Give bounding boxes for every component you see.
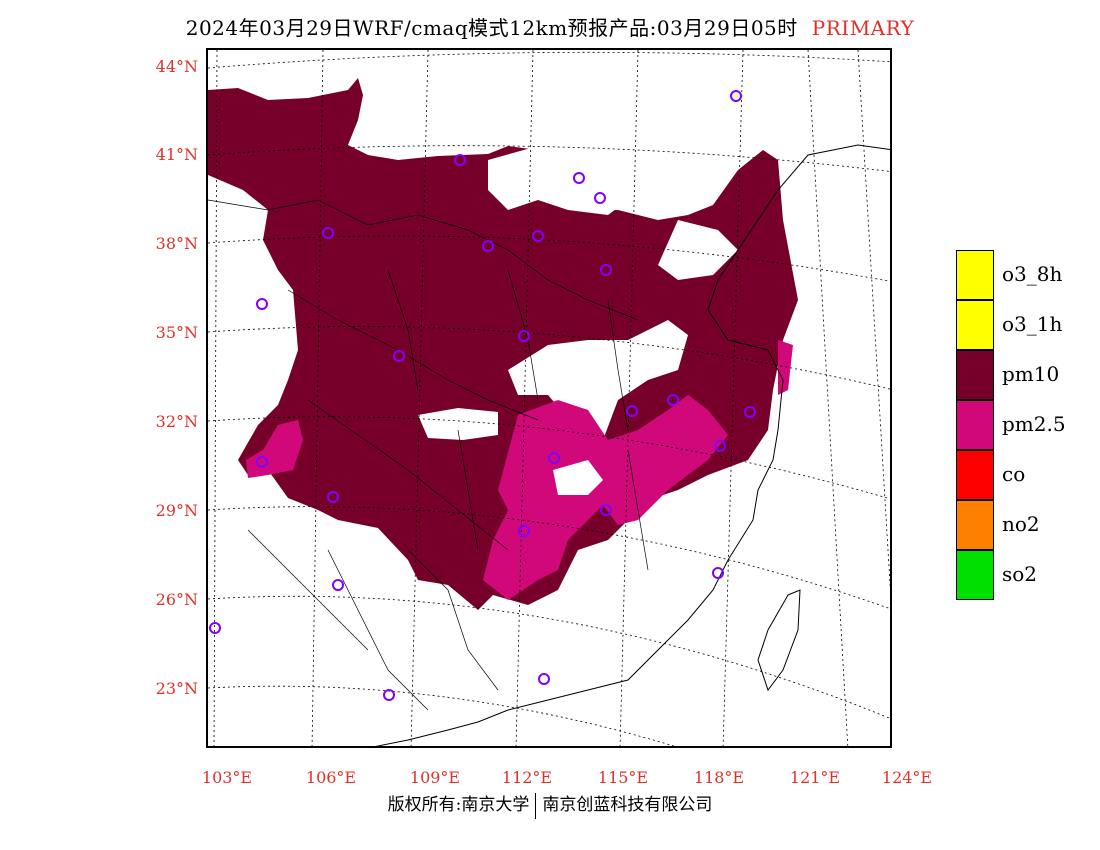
legend-swatch (956, 250, 994, 300)
legend-swatch (956, 550, 994, 600)
clear-zone-basin (418, 408, 498, 440)
lat-label-41: 41°N (155, 145, 198, 164)
copyright-footer: 版权所有:南京大学 南京创蓝科技有限公司 (0, 790, 1100, 819)
coastline (375, 144, 890, 746)
clear-zone-central (508, 320, 688, 440)
lon-label-121: 121°E (789, 768, 841, 787)
lat-label-38: 38°N (155, 234, 198, 253)
clear-zone-north (488, 146, 628, 215)
lon-label-118: 118°E (693, 768, 745, 787)
title-tag: PRIMARY (811, 16, 915, 40)
legend-swatch (956, 350, 994, 400)
lon-label-103: 103°E (201, 768, 253, 787)
legend-label: pm2.5 (1002, 412, 1066, 436)
lat-label-26: 26°N (155, 590, 198, 609)
footer-divider (535, 792, 537, 819)
lat-label-29: 29°N (155, 501, 198, 520)
map-title: 2024年03月29日WRF/cmaq模式12km预报产品:03月29日05时 P… (0, 12, 1100, 41)
lat-label-23: 23°N (155, 679, 198, 698)
legend-swatch (956, 500, 994, 550)
map-panel[interactable] (206, 48, 892, 748)
station-markers (209, 90, 756, 701)
legend-swatch (956, 400, 994, 450)
lon-label-124: 124°E (881, 768, 933, 787)
taiwan-outline (757, 589, 801, 692)
pm25-west (246, 420, 303, 478)
legend-label: no2 (1002, 512, 1040, 536)
legend-label: o3_1h (1002, 312, 1063, 336)
lon-label-109: 109°E (409, 768, 461, 787)
legend-swatch (956, 450, 994, 500)
pm25-east (778, 340, 793, 395)
copyright-right: 南京创蓝科技有限公司 (542, 795, 713, 815)
legend-label: pm10 (1002, 362, 1060, 386)
title-text: 2024年03月29日WRF/cmaq模式12km预报产品:03月29日05时 (185, 16, 798, 40)
graticule (208, 50, 890, 746)
copyright-left: 版权所有:南京大学 (387, 795, 530, 815)
legend-label: so2 (1002, 562, 1038, 586)
legend-label: co (1002, 462, 1026, 486)
clear-zone-lake (553, 460, 603, 495)
lat-label-35: 35°N (155, 323, 198, 342)
lon-label-115: 115°E (597, 768, 649, 787)
legend-label: o3_8h (1002, 262, 1063, 286)
lat-label-32: 32°N (155, 412, 198, 431)
lon-label-106: 106°E (305, 768, 357, 787)
map-canvas (208, 50, 890, 746)
clear-zone-coast (658, 220, 738, 280)
lon-label-112: 112°E (501, 768, 553, 787)
lat-label-44: 44°N (155, 57, 198, 76)
legend-swatch (956, 300, 994, 350)
